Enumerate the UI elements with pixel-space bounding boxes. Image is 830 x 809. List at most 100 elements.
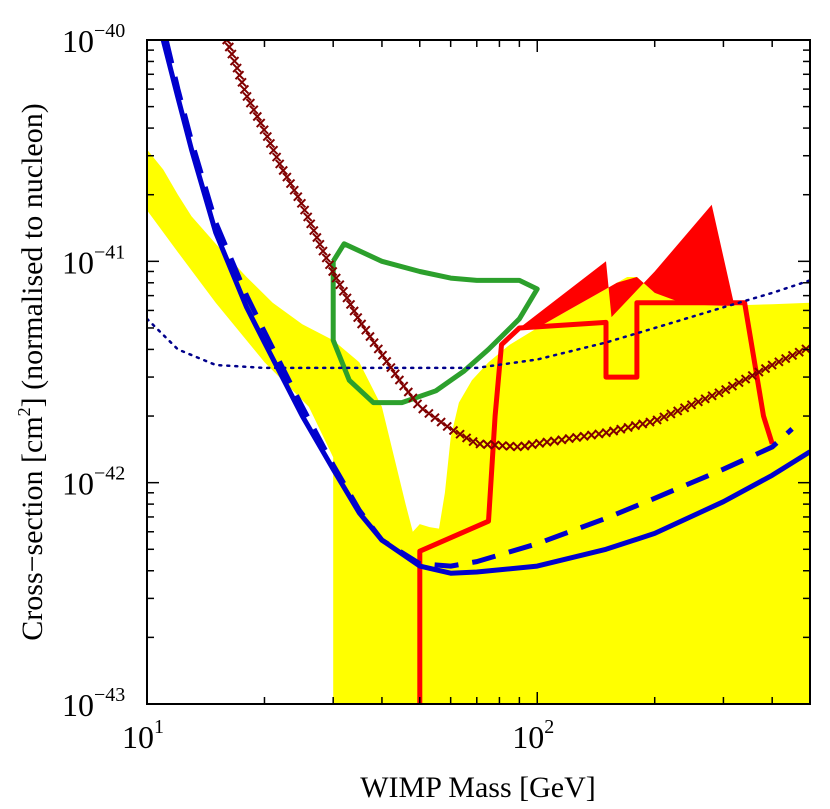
- cross-marker: [369, 337, 379, 348]
- cross-marker: [571, 432, 582, 443]
- cross-marker: [700, 394, 710, 404]
- y-axis-label: Cross−section [cm2] (normalised to nucle…: [14, 103, 49, 640]
- cross-marker: [278, 165, 288, 176]
- cross-marker: [361, 325, 371, 335]
- y-tick-label: 10−42: [62, 463, 125, 502]
- y-tick-label-exp: −43: [94, 684, 125, 706]
- cross-marker: [234, 70, 245, 80]
- y-tick-label-base: 10: [62, 23, 94, 59]
- cross-marker: [321, 253, 332, 263]
- cross-marker: [767, 360, 777, 370]
- cross-marker: [302, 212, 313, 222]
- cross-marker: [505, 441, 515, 451]
- cross-marker: [436, 417, 446, 427]
- series-layer: [147, 40, 810, 704]
- series-red-filled-triangles: [519, 204, 735, 328]
- cross-marker: [557, 435, 567, 445]
- y-tick-label-exp: −40: [94, 20, 125, 42]
- cross-marker: [679, 403, 690, 413]
- x-tick-label-base: 10: [122, 719, 154, 755]
- cross-marker: [394, 375, 405, 385]
- y-tick-label-base: 10: [62, 687, 94, 723]
- x-tick-label-exp: 2: [544, 716, 554, 738]
- cross-marker: [754, 367, 764, 377]
- y-tick-label-exp: −42: [94, 463, 125, 485]
- cross-marker: [239, 84, 250, 95]
- cross-marker: [373, 344, 384, 354]
- y-tick-label-base: 10: [62, 466, 94, 502]
- cross-marker: [714, 388, 724, 398]
- cross-marker: [787, 350, 798, 361]
- cross-marker: [475, 439, 485, 449]
- cross-marker: [268, 145, 279, 155]
- cross-marker: [652, 415, 662, 425]
- y-tick-label: 10−41: [62, 241, 125, 280]
- cross-marker: [686, 400, 697, 410]
- series-red-line: [417, 300, 775, 704]
- x-tick-label-base: 10: [512, 719, 544, 755]
- cross-marker: [534, 438, 545, 449]
- cross-marker: [774, 357, 784, 367]
- cross-marker: [734, 377, 744, 388]
- cross-marker: [342, 293, 352, 303]
- cross-marker: [345, 299, 356, 310]
- series-blue-solid: [160, 40, 810, 576]
- cross-marker: [338, 286, 349, 297]
- cross-marker: [794, 347, 804, 357]
- cross-marker: [335, 279, 345, 290]
- cross-marker: [455, 429, 465, 439]
- series-darkred-crosses: [221, 40, 810, 452]
- cross-marker: [327, 266, 338, 277]
- cross-marker: [666, 409, 676, 419]
- cross-marker: [252, 111, 263, 122]
- cross-marker: [324, 259, 335, 270]
- plot-frame: [146, 39, 811, 705]
- cross-marker: [497, 440, 508, 451]
- cross-marker: [293, 191, 303, 202]
- cross-marker: [616, 424, 626, 434]
- cross-marker: [512, 442, 523, 452]
- cross-marker: [720, 384, 731, 395]
- cross-marker: [542, 437, 552, 447]
- cross-marker: [315, 239, 325, 250]
- cross-marker: [305, 219, 316, 229]
- cross-marker: [564, 433, 574, 444]
- cross-marker: [659, 412, 669, 422]
- series-yellow-region: [147, 149, 810, 704]
- cross-marker: [448, 425, 459, 436]
- cross-marker: [221, 40, 232, 45]
- cross-marker: [377, 350, 388, 360]
- cross-marker: [224, 42, 235, 52]
- cross-marker: [274, 159, 285, 169]
- cross-marker: [579, 431, 589, 442]
- cross-marker: [259, 125, 269, 135]
- cross-marker: [356, 319, 367, 329]
- cross-marker: [289, 185, 299, 195]
- cross-marker: [285, 178, 296, 189]
- y-axis-label-suffix: ] (normalised to nucleon): [16, 103, 49, 407]
- cross-marker: [249, 105, 259, 115]
- cross-marker: [630, 420, 641, 431]
- x-tick-label: 102: [512, 716, 554, 755]
- cross-marker: [623, 422, 633, 433]
- series-blue-dotted: [147, 279, 810, 370]
- cross-marker: [390, 369, 400, 379]
- cross-marker: [229, 56, 240, 66]
- cross-marker: [418, 404, 428, 414]
- cross-marker: [265, 138, 276, 149]
- cross-marker: [760, 363, 771, 374]
- y-tick-label-base: 10: [62, 244, 94, 280]
- cross-marker: [645, 417, 655, 427]
- cross-marker: [424, 408, 434, 419]
- x-tick-label: 101: [122, 716, 164, 755]
- cross-marker: [386, 362, 396, 373]
- cross-marker: [242, 91, 252, 102]
- cross-marker: [608, 426, 619, 436]
- cross-marker: [490, 440, 500, 450]
- cross-marker: [352, 312, 363, 323]
- y-tick-label-exp: −41: [94, 241, 125, 263]
- cross-marker: [482, 439, 493, 450]
- cross-marker: [245, 98, 256, 108]
- cross-marker: [296, 198, 307, 209]
